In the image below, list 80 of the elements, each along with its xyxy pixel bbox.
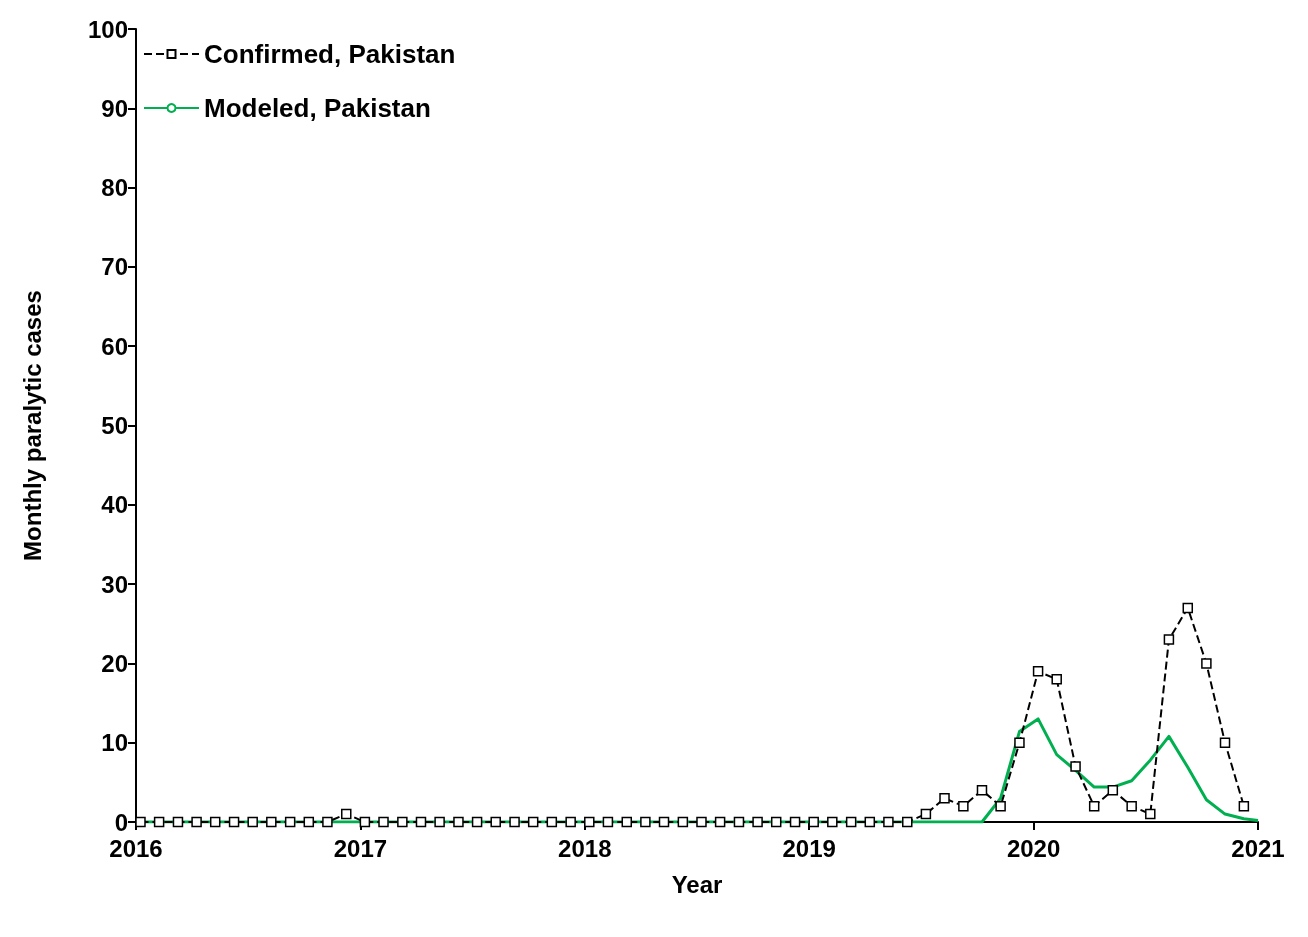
x-tick-label: 2020	[1006, 834, 1061, 862]
y-tick-label: 60	[101, 332, 128, 360]
point	[1163, 634, 1175, 645]
point	[733, 816, 745, 828]
x-axis-title: Year	[671, 870, 723, 898]
point	[284, 816, 296, 828]
point	[1014, 737, 1025, 748]
point	[1088, 800, 1100, 812]
x-tick-label: 2018	[558, 834, 612, 862]
point	[172, 816, 184, 828]
point	[602, 816, 614, 828]
point	[789, 816, 801, 828]
legend-label: Modeled, Pakistan	[204, 93, 431, 123]
point	[808, 816, 819, 828]
point	[359, 816, 371, 828]
point	[658, 816, 670, 828]
point	[640, 816, 651, 828]
point	[1032, 666, 1044, 677]
point	[490, 816, 501, 828]
point	[266, 816, 277, 828]
point	[864, 816, 876, 828]
point	[397, 816, 408, 828]
point	[322, 816, 333, 828]
point	[378, 816, 389, 828]
point	[770, 816, 782, 828]
point	[1126, 800, 1137, 812]
point	[509, 816, 520, 828]
y-axis-title: Monthly paralytic cases	[18, 290, 46, 561]
y-tick-label: 20	[101, 649, 128, 677]
point	[415, 816, 427, 828]
point	[902, 816, 913, 828]
point	[621, 816, 633, 828]
y-tick-label: 10	[101, 729, 128, 757]
y-tick-label: 0	[114, 808, 128, 836]
point	[696, 816, 707, 828]
point	[1182, 602, 1194, 614]
point	[1107, 785, 1119, 796]
point	[1238, 800, 1250, 812]
point	[827, 816, 838, 828]
point	[677, 816, 689, 828]
y-tick-label: 50	[101, 412, 128, 439]
y-tick-label: 80	[101, 174, 128, 202]
point	[341, 808, 352, 820]
y-tick-label: 100	[87, 15, 128, 43]
point	[453, 816, 464, 828]
point	[958, 800, 969, 812]
x-tick-label: 2019	[782, 834, 836, 862]
point	[191, 816, 202, 828]
x-tick-label: 2021	[1231, 834, 1285, 862]
point	[153, 816, 165, 828]
y-tick-label: 90	[101, 94, 128, 122]
y-tick-label: 40	[101, 491, 128, 519]
x-tick-label: 2016	[109, 834, 163, 862]
point	[434, 816, 445, 828]
point	[714, 816, 726, 828]
point	[303, 816, 315, 828]
point	[1051, 674, 1062, 685]
point	[752, 816, 763, 828]
point	[976, 785, 988, 796]
point	[471, 816, 483, 828]
point	[883, 816, 894, 828]
x-tick-label: 2017	[333, 834, 388, 862]
point	[209, 816, 221, 828]
point	[228, 816, 240, 828]
point	[845, 816, 857, 828]
point	[1070, 761, 1081, 772]
point	[546, 816, 558, 828]
point	[1219, 737, 1231, 748]
point	[1145, 808, 1156, 820]
legend-label: Confirmed, Pakistan	[204, 39, 456, 69]
point	[527, 816, 539, 828]
y-tick-label: 30	[101, 570, 128, 598]
point	[565, 816, 576, 828]
point	[995, 800, 1006, 812]
y-tick-label: 70	[101, 253, 128, 281]
point	[939, 792, 950, 804]
point	[920, 808, 932, 820]
point	[584, 816, 595, 828]
point	[1201, 658, 1212, 669]
point	[247, 816, 258, 828]
